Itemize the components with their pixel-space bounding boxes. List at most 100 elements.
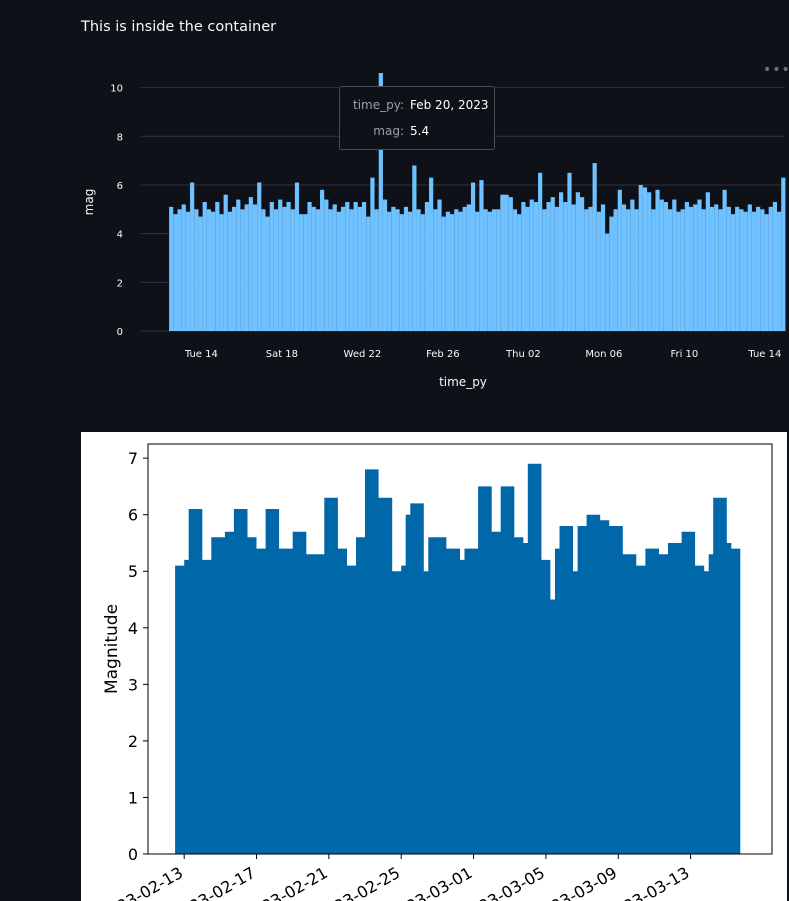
bar (299, 214, 304, 331)
bar (709, 206, 715, 331)
bar (399, 214, 404, 331)
bar (672, 199, 677, 331)
y-tick-label: 3 (128, 675, 138, 694)
bar (521, 202, 526, 331)
bar (579, 197, 585, 331)
bar (600, 204, 606, 331)
bar (508, 197, 513, 331)
bar (517, 214, 522, 331)
bar (403, 206, 409, 331)
bar (454, 209, 459, 331)
bar (181, 204, 186, 331)
bar (512, 209, 518, 331)
bar (479, 180, 484, 331)
bar (240, 209, 245, 331)
bar (357, 206, 362, 331)
bar (647, 192, 652, 331)
ellipsis-icon[interactable]: ••• (763, 62, 789, 78)
bar (290, 209, 295, 331)
bar (634, 209, 639, 331)
bar (185, 211, 191, 331)
bar (336, 211, 341, 331)
bar (596, 211, 601, 331)
bar (538, 172, 543, 331)
bar (663, 202, 669, 331)
bar (554, 206, 560, 331)
x-tick-label: Mon 06 (585, 349, 622, 360)
bar (756, 206, 761, 331)
bar (705, 192, 710, 331)
y-tick-label: 6 (117, 181, 123, 192)
bar (231, 206, 237, 331)
bar (441, 216, 446, 331)
bar (412, 165, 417, 331)
bar (345, 202, 350, 331)
bar (391, 206, 396, 331)
bar (680, 209, 685, 331)
bar (248, 197, 253, 331)
matplotlib-figure: 012345672023-02-132023-02-172023-02-2120… (81, 432, 787, 901)
bar (676, 211, 681, 331)
bar (198, 216, 203, 331)
bar (370, 177, 375, 331)
axes-frame (147, 443, 773, 855)
y-axis-label: mag (82, 189, 96, 216)
y-tick-label: 8 (117, 132, 123, 143)
tooltip-value-time: Feb 20, 2023 (410, 98, 489, 112)
bar (437, 199, 442, 331)
bar (688, 206, 694, 331)
bar (416, 209, 421, 331)
bar (655, 189, 660, 331)
bar (324, 199, 329, 331)
tooltip-field-mag: mag: (373, 124, 404, 138)
bar (261, 209, 266, 331)
bar (470, 182, 476, 331)
bar (236, 199, 241, 331)
x-tick-label: Tue 14 (184, 349, 218, 360)
bar (605, 233, 610, 331)
y-tick-label: 4 (117, 230, 123, 241)
bar (533, 202, 539, 331)
bar (252, 204, 258, 331)
bar (764, 214, 769, 331)
bar (219, 214, 224, 331)
bar (496, 209, 501, 331)
bar (315, 209, 321, 331)
bar (642, 187, 648, 331)
bar (349, 209, 354, 331)
bar (714, 204, 719, 331)
bar (730, 214, 736, 331)
vega-bar-chart[interactable]: 0 2 4 6 8 10 Tue 14 Sat 18 Wed 22 Feb 26 Thu 02 Mon… (0, 0, 789, 400)
bar (353, 202, 358, 331)
bar (433, 209, 438, 331)
bar (378, 73, 383, 331)
bar (504, 194, 509, 331)
bar (395, 209, 400, 331)
bar (408, 211, 413, 331)
bar (420, 214, 425, 331)
bar (563, 202, 568, 331)
bar (445, 211, 451, 331)
tooltip-field-time: time_py: (353, 98, 404, 112)
bar (466, 204, 471, 331)
bar (223, 194, 228, 331)
bar (697, 199, 702, 331)
bar (491, 209, 497, 331)
bar (575, 192, 580, 331)
bar (211, 211, 216, 331)
bar (387, 211, 392, 331)
bar (320, 189, 325, 331)
bar (483, 209, 488, 331)
bar (542, 209, 547, 331)
y-tick-label: 7 (128, 449, 138, 468)
y-tick-label: 2 (128, 732, 138, 751)
bar (332, 204, 337, 331)
bar (760, 209, 765, 331)
bar (286, 202, 291, 331)
bar (772, 202, 778, 331)
bar (340, 206, 346, 331)
bar (651, 209, 656, 331)
bar (747, 204, 752, 331)
bar (257, 182, 262, 331)
x-tick-label: Wed 22 (344, 349, 382, 360)
